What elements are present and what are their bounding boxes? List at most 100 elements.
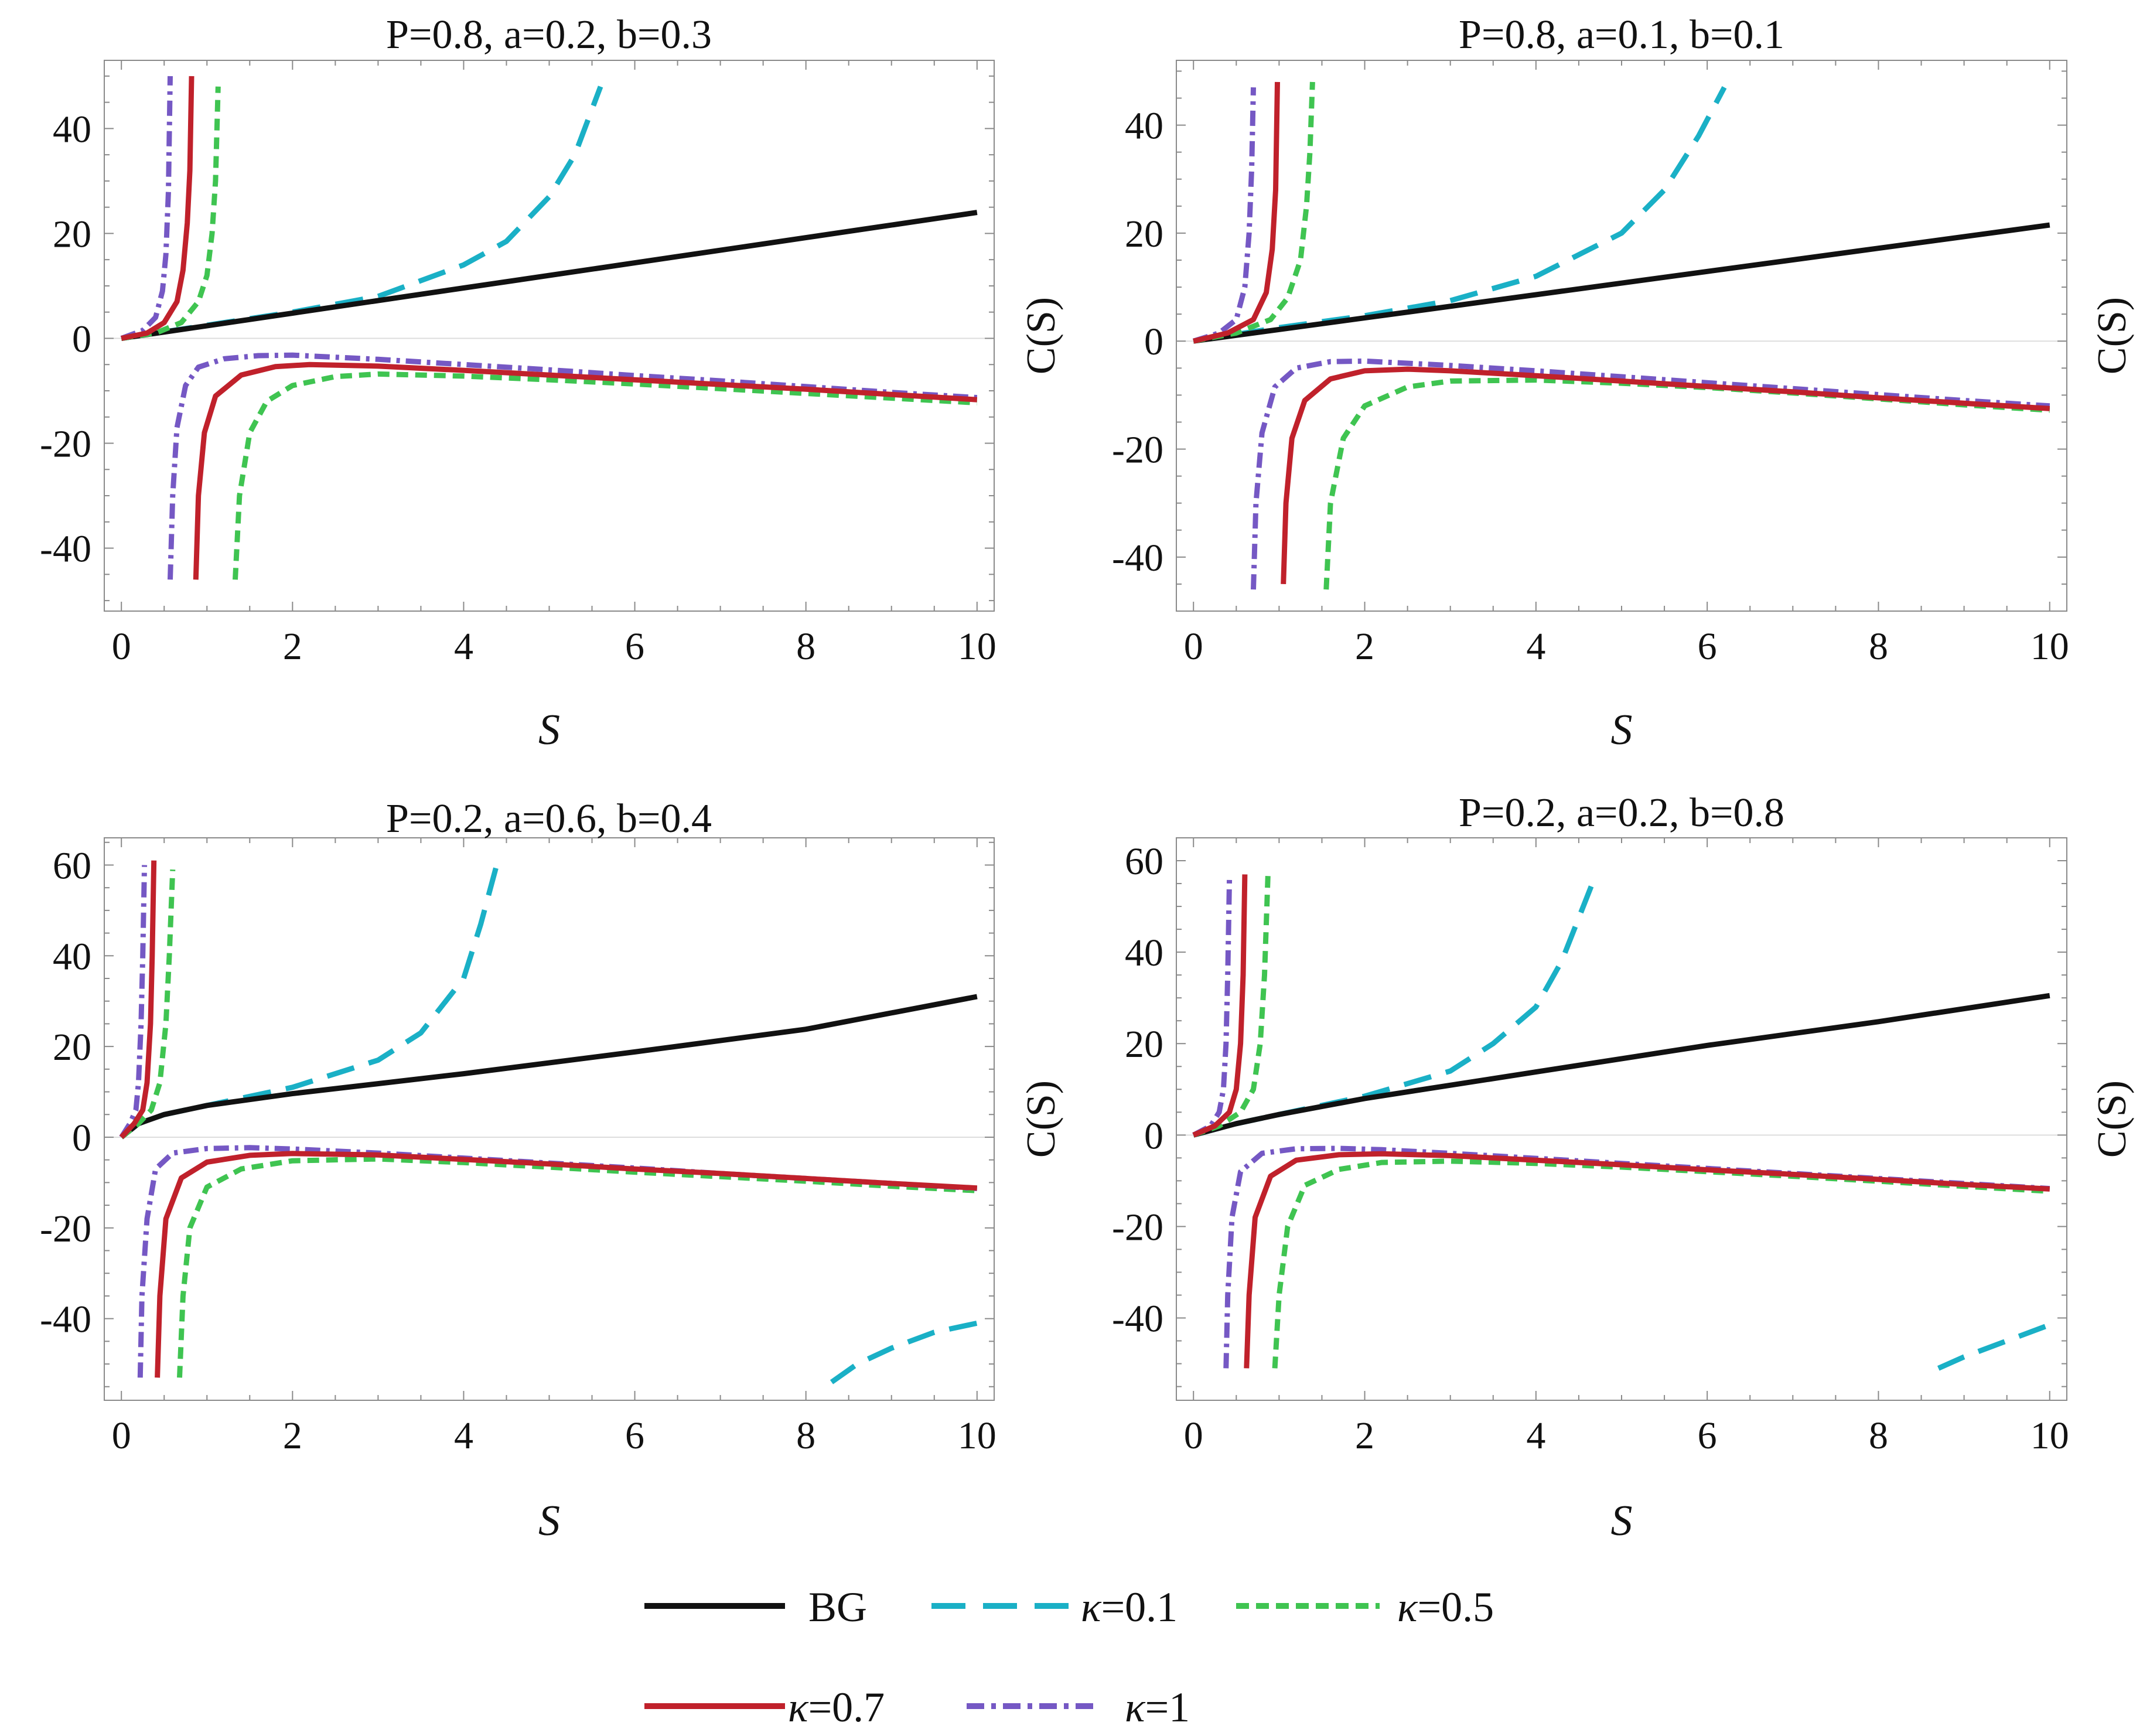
series-line-bg-seg1: [1193, 993, 2050, 1138]
series-line-kappa-0.7-seg2: [1281, 366, 2050, 585]
series-line-kappa-0.7-seg1: [1193, 81, 1280, 344]
series-line-kappa-0.5-seg1: [121, 86, 221, 341]
y-tick-label: -40: [40, 1298, 91, 1341]
x-tick-label: 2: [1355, 1414, 1374, 1457]
x-tick-label: 8: [1869, 1414, 1888, 1457]
series-line-kappa-1-seg1: [1192, 879, 1233, 1138]
series-line-kappa-0.1-seg2: [1937, 1322, 2051, 1371]
series-line-kappa-0.1-seg2: [830, 1320, 978, 1384]
y-tick-label: 0: [1144, 1114, 1163, 1157]
x-tick-label: 0: [112, 625, 131, 668]
series-line-kappa-0.7-seg2: [155, 1151, 978, 1378]
y-tick-label: -40: [1112, 1298, 1163, 1341]
series-line-kappa-0.7-seg1: [1192, 874, 1248, 1138]
x-tick-label: 2: [283, 1414, 302, 1457]
plot-frame: [104, 60, 995, 612]
x-axis-label: S: [1611, 706, 1633, 754]
x-tick-label: 10: [958, 625, 996, 668]
x-tick-label: 0: [1184, 1414, 1203, 1457]
x-tick-label: 6: [1698, 625, 1717, 668]
y-tick-label: -20: [40, 423, 91, 466]
x-tick-label: 4: [1526, 625, 1545, 668]
y-axis-label: C(S): [1019, 297, 1064, 374]
x-tick-label: 8: [796, 625, 815, 668]
legend-entry-bg: BG: [644, 1584, 867, 1631]
y-tick-label: 40: [53, 935, 91, 978]
x-tick-label: 8: [796, 1414, 815, 1457]
series-line-kappa-0.5-seg1: [1193, 81, 1315, 344]
series-line-kappa-0.5-seg2: [1272, 1158, 2050, 1369]
legend-entry-kappa-0.7: κ=0.7: [644, 1684, 885, 1731]
legend-label-kappa-0.1: κ=0.1: [1081, 1584, 1178, 1631]
series-line-kappa-1-seg1: [1192, 87, 1256, 344]
series-line-kappa-0.5-seg2: [177, 1156, 978, 1378]
series-line-kappa-1-seg2: [168, 352, 978, 580]
y-tick-label: -20: [1112, 429, 1163, 472]
x-tick-label: 6: [1698, 1414, 1717, 1457]
panel-title: P=0.8, a=0.1, b=0.1: [1459, 12, 1784, 57]
plot-frame: [104, 837, 995, 1401]
series-line-bg-seg1: [1193, 222, 2050, 344]
legend-entry-kappa-1: κ=1: [967, 1684, 1190, 1731]
y-tick-label: 40: [1125, 105, 1163, 148]
series-line-bg-seg1: [121, 210, 978, 341]
x-tick-label: 10: [2030, 625, 2069, 668]
y-tick-label: 20: [53, 213, 91, 255]
x-tick-label: 0: [112, 1414, 131, 1457]
series-line-kappa-0.5-seg2: [233, 371, 978, 580]
y-axis-label: C(S): [2090, 297, 2135, 374]
series-line-kappa-1-seg1: [119, 865, 148, 1139]
panel-2: 0 2 4 6 8 10 -40 -20 0 20 40 P=0.8, a=0.1, b=0.1 S C(…: [1112, 12, 2135, 754]
y-tick-label: 20: [1125, 213, 1163, 255]
y-tick-label: 0: [72, 318, 91, 360]
series-line-kappa-1-seg2: [1251, 358, 2050, 590]
y-tick-label: -20: [40, 1208, 91, 1250]
legend: BG κ=0.1 κ=0.5 κ=0.7 κ=1: [644, 1584, 1494, 1731]
x-tick-label: 10: [958, 1414, 996, 1457]
y-axis-label: C(S): [1019, 1080, 1064, 1158]
y-tick-label: -20: [1112, 1206, 1163, 1249]
series-line-kappa-0.1-seg1: [121, 86, 603, 341]
y-tick-label: 20: [1125, 1023, 1163, 1066]
panel-1: 0 2 4 6 8 10 -40 -20 0 20 40 P=0.8, a=0.2, b=0.3 S C(…: [40, 12, 1064, 754]
x-tick-label: 4: [454, 1414, 473, 1457]
y-tick-label: 40: [1125, 932, 1163, 974]
x-axis-label: S: [538, 1497, 560, 1545]
x-tick-label: 4: [454, 625, 473, 668]
series-line-kappa-0.1-seg1: [120, 860, 501, 1140]
y-tick-label: 60: [53, 844, 91, 887]
y-tick-label: 20: [53, 1026, 91, 1069]
panel-4: 0 2 4 6 8 10 -40 -20 0 20 40 60 P=0.2, a=0.2, b=0.8 S…: [1112, 790, 2135, 1545]
legend-label-kappa-1: κ=1: [1125, 1684, 1190, 1731]
series-line-kappa-0.7-seg1: [121, 76, 194, 341]
y-tick-label: -40: [1112, 537, 1163, 579]
legend-label-bg: BG: [808, 1584, 867, 1631]
y-tick-label: 40: [53, 108, 91, 151]
x-axis-label: S: [538, 706, 560, 754]
series-line-kappa-0.1-seg1: [1193, 86, 1727, 344]
x-tick-label: 6: [625, 625, 644, 668]
y-axis-label: C(S): [2090, 1080, 2135, 1158]
panel-3: 0 2 4 6 8 10 -40 -20 0 20 40 60 P=0.2, a=0.6, b=0.4 S…: [40, 796, 1064, 1545]
series-line-kappa-0.7-seg1: [119, 860, 157, 1140]
panel-title: P=0.2, a=0.2, b=0.8: [1459, 790, 1784, 835]
y-tick-label: 60: [1125, 840, 1163, 883]
legend-label-kappa-0.7: κ=0.7: [788, 1684, 885, 1731]
series-line-bg-seg1: [120, 994, 978, 1140]
series-line-kappa-0.7-seg2: [193, 361, 978, 580]
plot-frame: [1176, 837, 2067, 1401]
x-tick-label: 2: [1355, 625, 1374, 668]
y-tick-label: -40: [40, 528, 91, 571]
x-axis-label: S: [1611, 1497, 1633, 1545]
legend-entry-kappa-0.5: κ=0.5: [1236, 1584, 1494, 1631]
series-line-kappa-0.5-seg1: [120, 869, 176, 1140]
x-tick-label: 0: [1184, 625, 1203, 668]
x-tick-label: 4: [1526, 1414, 1545, 1457]
legend-label-kappa-0.5: κ=0.5: [1397, 1584, 1494, 1631]
panel-title: P=0.2, a=0.6, b=0.4: [386, 796, 712, 841]
y-tick-label: 0: [1144, 320, 1163, 363]
series-line-kappa-0.7-seg2: [1244, 1151, 2050, 1369]
panel-title: P=0.8, a=0.2, b=0.3: [386, 12, 712, 57]
series-line-kappa-1-seg1: [120, 76, 173, 341]
